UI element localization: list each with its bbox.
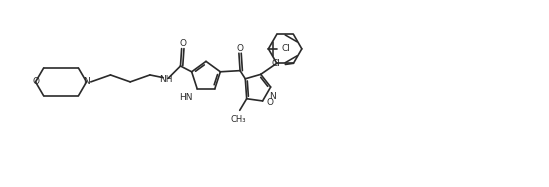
- Text: NH: NH: [159, 75, 172, 84]
- Text: CH₃: CH₃: [231, 115, 247, 124]
- Text: HN: HN: [179, 93, 193, 102]
- Text: N: N: [269, 92, 276, 101]
- Text: O: O: [180, 39, 186, 48]
- Text: Cl: Cl: [272, 59, 281, 68]
- Text: N: N: [83, 77, 90, 86]
- Text: O: O: [267, 98, 274, 107]
- Text: O: O: [237, 44, 244, 53]
- Text: O: O: [32, 77, 39, 86]
- Text: Cl: Cl: [281, 44, 290, 53]
